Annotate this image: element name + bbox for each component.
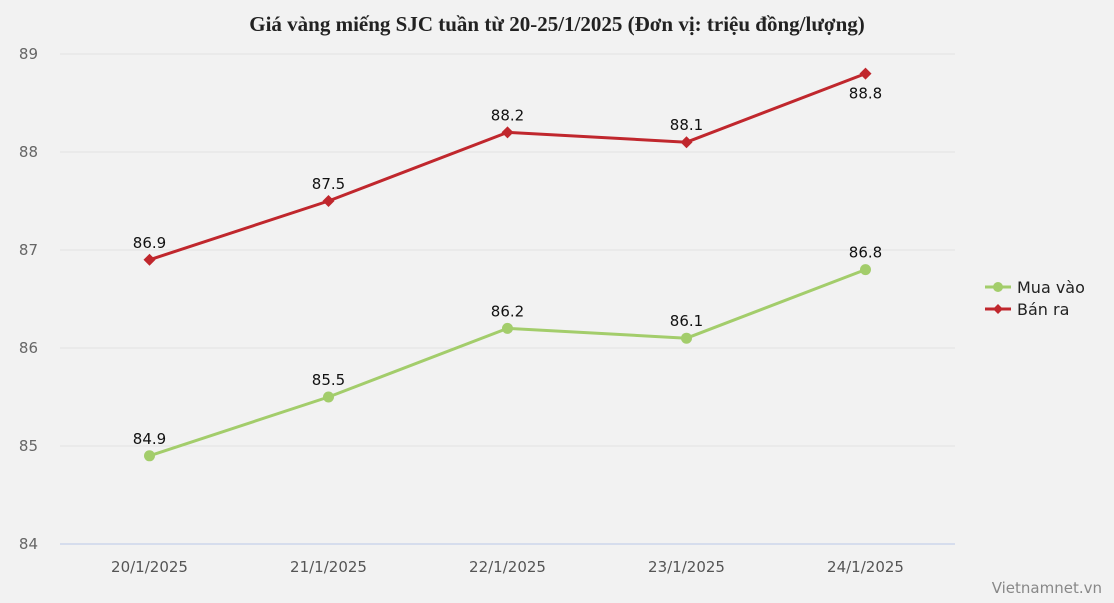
x-tick-label: 23/1/2025 <box>648 558 725 576</box>
chart-title: Giá vàng miếng SJC tuần từ 20-25/1/2025 … <box>249 12 865 36</box>
y-tick-label: 86 <box>19 339 38 357</box>
data-label: 86.2 <box>491 302 524 320</box>
data-point-circle[interactable] <box>860 264 871 276</box>
series-line <box>149 72 867 262</box>
data-point-diamond[interactable] <box>322 195 335 207</box>
y-tick-label: 87 <box>19 241 38 259</box>
y-tick-label: 85 <box>19 437 38 455</box>
x-tick-label: 22/1/2025 <box>469 558 546 576</box>
diamond-marker-icon <box>985 304 1011 314</box>
data-point-diamond[interactable] <box>680 136 693 149</box>
legend-label: Bán ra <box>1017 299 1070 319</box>
legend-label: Mua vào <box>1017 277 1085 297</box>
circle-marker-icon <box>985 282 1011 292</box>
series-line <box>149 268 867 458</box>
data-label: 84.9 <box>133 430 166 448</box>
data-label: 85.5 <box>312 371 345 389</box>
data-point-diamond[interactable] <box>501 126 514 139</box>
data-label: 86.1 <box>670 312 703 330</box>
data-point-diamond[interactable] <box>143 253 156 266</box>
source-credit: Vietnamnet.vn <box>991 579 1102 597</box>
data-label: 87.5 <box>312 175 345 193</box>
legend-item-mua-vao[interactable]: Mua vào <box>985 276 1085 298</box>
data-label: 86.8 <box>849 244 882 262</box>
y-tick-label: 88 <box>19 143 38 161</box>
legend-item-ban-ra[interactable]: Bán ra <box>985 298 1085 320</box>
data-label: 86.9 <box>133 234 166 252</box>
y-tick-label: 89 <box>19 45 38 63</box>
data-point-circle[interactable] <box>502 322 513 334</box>
data-point-diamond[interactable] <box>859 67 872 80</box>
data-label: 88.2 <box>491 106 524 124</box>
x-tick-label: 20/1/2025 <box>111 558 188 576</box>
data-label: 88.1 <box>670 116 703 134</box>
data-point-circle[interactable] <box>681 332 692 344</box>
data-point-circle[interactable] <box>323 391 334 403</box>
data-point-circle[interactable] <box>144 450 155 462</box>
legend: Mua vào Bán ra <box>985 276 1085 320</box>
x-tick-label: 24/1/2025 <box>827 558 904 576</box>
x-tick-label: 21/1/2025 <box>290 558 367 576</box>
data-label: 88.8 <box>849 85 882 103</box>
y-tick-label: 84 <box>19 535 38 553</box>
